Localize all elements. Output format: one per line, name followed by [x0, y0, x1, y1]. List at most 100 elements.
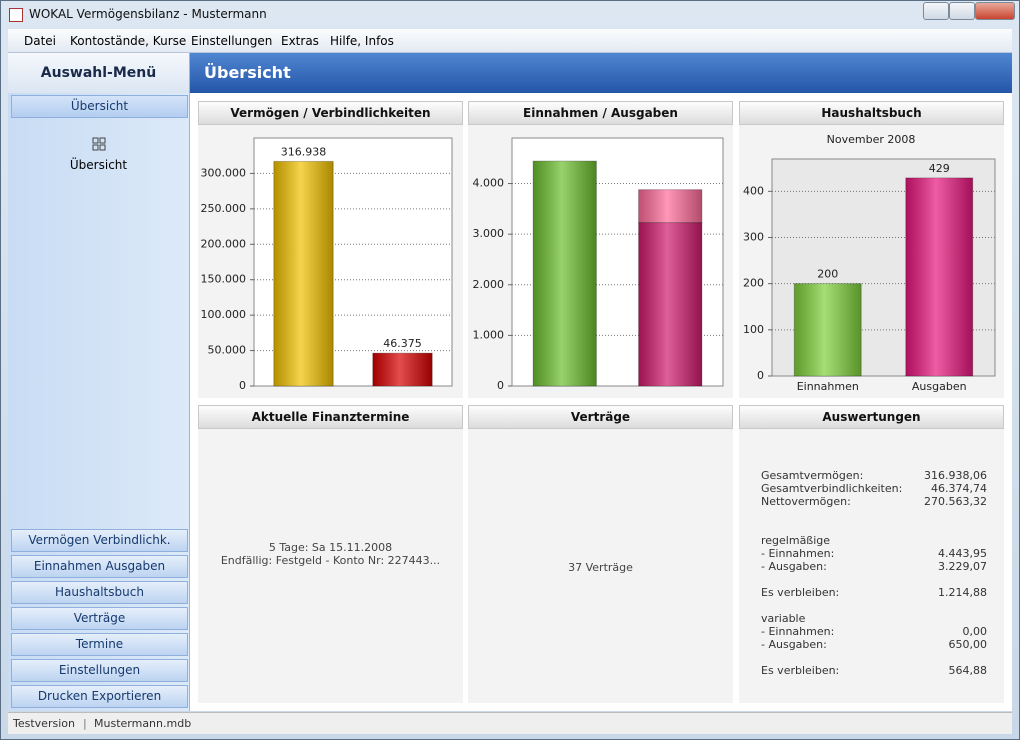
eval-value: 316.938,06 — [924, 469, 987, 482]
eval-label: - Ausgaben: — [761, 638, 827, 651]
nav-button[interactable]: Vermögen Verbindlichk. — [11, 529, 188, 552]
dashboard: Vermögen / Verbindlichkeiten 0 50.000 100.0… — [190, 93, 1012, 711]
eval-label: - Ausgaben: — [761, 560, 827, 573]
app-icon — [9, 8, 23, 22]
bar-shine — [794, 283, 862, 376]
panel: Aktuelle Finanztermine 5 Tage: Sa 15.11.… — [198, 405, 463, 703]
menu-item[interactable]: Extras — [281, 34, 319, 48]
panel: Verträge 37 Verträge — [468, 405, 733, 703]
y-tick-label: 100.000 — [201, 308, 247, 321]
maximize-button[interactable] — [949, 2, 975, 20]
y-tick-label: 0 — [757, 369, 764, 382]
chart-panel: Vermögen / Verbindlichkeiten 0 50.000 100.0… — [198, 101, 463, 398]
value-label: 429 — [929, 162, 950, 175]
eval-row: Gesamtverbindlichkeiten: 46.374,74 — [761, 482, 987, 495]
chart: 0 50.000 100.000 150.000 200.000 250.000 300.0… — [201, 137, 453, 392]
eval-group: regelmäßige - Einnahmen: 4.443,95- Ausgabe… — [761, 534, 987, 573]
y-tick-label: 4.000 — [473, 177, 505, 190]
panel-title: Einnahmen / Ausgaben — [468, 101, 733, 125]
eval-value: 270.563,32 — [924, 495, 987, 508]
eval-label: Es verbleiben: — [761, 664, 840, 677]
chart-subtitle: November 2008 — [827, 133, 916, 146]
y-tick-label: 150.000 — [201, 273, 247, 286]
menu-item[interactable]: Einstellungen — [191, 34, 273, 48]
bar-shine — [905, 177, 973, 376]
evaluation: Gesamtvermögen: 316.938,06 Gesamtverbindli… — [761, 469, 987, 690]
nav-button[interactable]: Termine — [11, 633, 188, 656]
eval-heading: variable — [761, 612, 806, 625]
panel-title: Haushaltsbuch — [739, 101, 1004, 125]
panel-title: Vermögen / Verbindlichkeiten — [198, 101, 463, 125]
eval-value: 650,00 — [948, 638, 988, 651]
page-header: Übersicht — [190, 53, 1012, 93]
eval-group: variable - Einnahmen: 0,00 - Ausgaben: 650,0… — [761, 612, 987, 651]
y-tick-label: 2.000 — [473, 278, 505, 291]
value-label: 200 — [817, 268, 838, 281]
status-bar: Testversion | Mustermann.mdb — [8, 712, 1012, 734]
active-tab[interactable]: Übersicht — [11, 95, 188, 118]
bar-shine — [273, 161, 334, 386]
eval-row: - Einnahmen: 4.443,95 — [761, 547, 987, 560]
eval-row: - Ausgaben: 3.229,07 — [761, 560, 987, 573]
panel-title: Auswertungen — [739, 405, 1004, 429]
eval-label: - Einnahmen: — [761, 625, 835, 638]
nav-button[interactable]: Einnahmen Ausgaben — [11, 555, 188, 578]
eval-label: - Einnahmen: — [761, 547, 835, 560]
chart: November 2008 0 100 200 300 400 Einnahmen 200 Au… — [743, 133, 996, 393]
status-separator: | — [83, 717, 87, 730]
menu-bar: Datei Kontostände, Kurse Einstellungen Extr… — [8, 29, 1012, 53]
y-tick-label: 0 — [497, 379, 504, 392]
overview-icon — [92, 137, 106, 151]
eval-group: Gesamtvermögen: 316.938,06 Gesamtverbindli… — [761, 469, 987, 508]
chart-panel: Haushaltsbuch November 2008 0 100 200 300 400 E… — [739, 101, 1004, 398]
y-tick-label: 200 — [743, 277, 764, 290]
menu-item[interactable]: Datei — [24, 34, 57, 48]
value-label: 316.938 — [281, 145, 327, 158]
eval-row: Gesamtvermögen: 316.938,06 — [761, 469, 987, 482]
nav-button[interactable]: Einstellungen — [11, 659, 188, 682]
y-tick-label: 1.000 — [473, 328, 505, 341]
eval-value: 3.229,07 — [938, 560, 987, 573]
eval-label: Es verbleiben: — [761, 586, 840, 599]
icon-label[interactable]: Übersicht — [69, 158, 128, 172]
panel-title: Verträge — [468, 405, 733, 429]
eval-label: Nettovermögen: — [761, 495, 851, 508]
y-tick-label: 100 — [743, 323, 764, 336]
y-tick-label: 3.000 — [473, 227, 505, 240]
panel: Auswertungen Gesamtvermögen: 316.938,06 Ge… — [739, 405, 1004, 703]
status-item: Testversion — [13, 717, 75, 730]
y-tick-label: 250.000 — [201, 202, 247, 215]
minimize-button[interactable] — [923, 2, 949, 20]
y-tick-label: 300.000 — [201, 166, 247, 179]
bar-shine — [372, 353, 433, 386]
nav-button[interactable]: Haushaltsbuch — [11, 581, 188, 604]
eval-row: Es verbleiben: 564,88 — [761, 664, 987, 677]
contracts-count: 37 Verträge — [568, 561, 633, 574]
y-tick-label: 50.000 — [208, 344, 247, 357]
menu-item[interactable]: Hilfe, Infos — [330, 34, 394, 48]
eval-row: - Ausgaben: 650,00 — [761, 638, 987, 651]
close-button[interactable] — [975, 2, 1015, 20]
eval-group: Es verbleiben: 564,88 — [761, 664, 987, 677]
nav-button[interactable]: Verträge — [11, 607, 188, 630]
status-item: Mustermann.mdb — [94, 717, 192, 730]
sidebar-title: Auswahl-Menü — [8, 53, 189, 93]
menu-item[interactable]: Kontostände, Kurse — [70, 34, 187, 48]
eval-heading: regelmäßige — [761, 534, 831, 547]
window-title: WOKAL Vermögensbilanz - Mustermann — [29, 7, 267, 21]
eval-row: Nettovermögen: 270.563,32 — [761, 495, 987, 508]
eval-value: 4.443,95 — [938, 547, 987, 560]
y-tick-label: 300 — [743, 230, 764, 243]
eval-value: 0,00 — [962, 625, 988, 638]
appointment-line: Endfällig: Festgeld - Konto Nr: 227443..… — [220, 554, 441, 567]
panel-title: Aktuelle Finanztermine — [198, 405, 463, 429]
x-tick-label: Ausgaben — [912, 380, 967, 393]
eval-row: Es verbleiben: 1.214,88 — [761, 586, 987, 599]
bar-shine — [638, 222, 702, 386]
eval-value: 46.374,74 — [931, 482, 987, 495]
nav-button[interactable]: Drucken Exportieren — [11, 685, 188, 708]
eval-row: - Einnahmen: 0,00 — [761, 625, 987, 638]
eval-label: Gesamtverbindlichkeiten: — [761, 482, 903, 495]
chart: 0 1.000 2.000 3.000 4.000 — [473, 137, 724, 392]
title-bar: WOKAL Vermögensbilanz - Mustermann — [1, 1, 1019, 29]
